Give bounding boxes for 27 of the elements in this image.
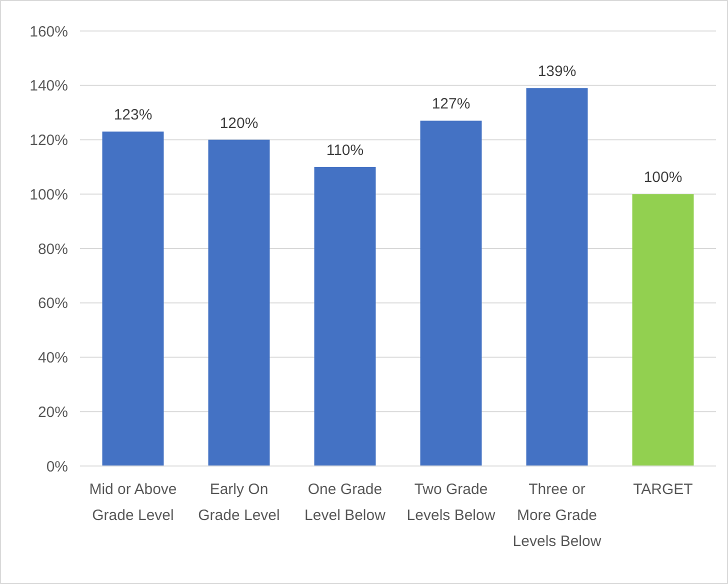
data-label: 123%	[114, 106, 152, 124]
data-label: 139%	[538, 63, 576, 80]
y-tick-label: 20%	[38, 404, 68, 421]
x-tick-label: One Grade Level Below	[304, 481, 386, 524]
bar	[420, 120, 482, 466]
x-tick-label: Two Grade Levels Below	[406, 481, 496, 524]
y-tick-label: 120%	[30, 132, 68, 149]
bar	[632, 194, 694, 466]
y-tick-label: 140%	[30, 78, 68, 95]
bar	[526, 88, 588, 466]
y-tick-label: 80%	[38, 240, 68, 258]
data-label: 110%	[326, 142, 364, 159]
y-tick-label: 0%	[46, 458, 68, 476]
bar	[102, 132, 164, 466]
x-tick-label: Three or More Grade Levels Below	[512, 481, 602, 550]
x-tick-label: Early On Grade Level	[198, 481, 280, 524]
y-tick-label: 160%	[30, 23, 68, 40]
bar	[314, 166, 376, 466]
bar	[208, 140, 270, 466]
x-tick-label: TARGET	[633, 481, 693, 498]
y-tick-label: 60%	[38, 295, 68, 312]
data-label: 127%	[432, 96, 470, 113]
data-label: 100%	[644, 169, 682, 186]
x-tick-label: Mid or Above Grade Level	[89, 481, 177, 524]
y-tick-label: 40%	[38, 350, 68, 366]
y-tick-label: 100%	[30, 186, 68, 204]
data-label: 120%	[220, 114, 258, 132]
